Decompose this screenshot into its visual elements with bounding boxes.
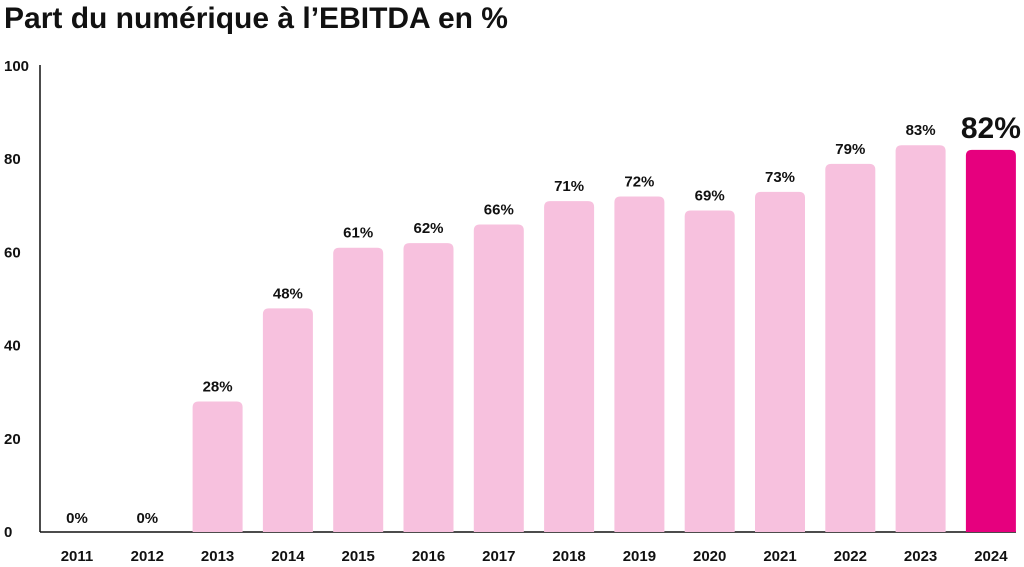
data-label-2014: 48% (273, 285, 303, 302)
x-tick-label-2011: 2011 (61, 548, 94, 565)
data-label-2023: 83% (906, 122, 936, 139)
x-tick-label-2021: 2021 (763, 548, 796, 565)
y-tick-label: 20 (4, 431, 21, 448)
bar-2022 (825, 163, 876, 533)
data-label-2015: 61% (343, 225, 373, 242)
bar-2017 (473, 224, 524, 532)
data-label-2011: 0% (66, 510, 88, 527)
y-tick-label: 80 (4, 151, 21, 168)
data-label-2012: 0% (136, 510, 158, 527)
x-tick-label-2020: 2020 (693, 548, 726, 565)
y-tick-label: 0 (4, 524, 12, 541)
data-label-2022: 79% (835, 141, 865, 158)
x-tick-label-2017: 2017 (482, 548, 515, 565)
data-label-2018: 71% (554, 178, 584, 195)
data-label-2016: 62% (413, 220, 443, 237)
bar-2018 (544, 201, 595, 532)
bar-2019 (614, 196, 665, 533)
bar-2014 (262, 308, 313, 532)
data-label-2017: 66% (484, 201, 514, 218)
x-tick-label-2014: 2014 (271, 548, 305, 565)
y-tick-label: 60 (4, 244, 21, 261)
bar-2021 (755, 191, 805, 532)
bar-2013 (192, 401, 243, 532)
x-tick-label-2022: 2022 (834, 548, 867, 565)
data-label-2019: 72% (624, 173, 654, 190)
x-tick-label-2018: 2018 (552, 548, 585, 565)
data-label-2020: 69% (695, 187, 725, 204)
x-tick-label-2013: 2013 (201, 548, 234, 565)
x-tick-label-2016: 2016 (412, 548, 445, 565)
bar-2024 (965, 149, 1016, 532)
x-tick-label-2023: 2023 (904, 548, 937, 565)
bar-2016 (403, 243, 454, 532)
chart-title: Part du numérique à l’EBITDA en % (4, 2, 508, 35)
bar-2020 (684, 210, 735, 532)
x-tick-label-2015: 2015 (342, 548, 375, 565)
y-tick-label: 40 (4, 338, 21, 355)
data-label-2024: 82% (961, 112, 1021, 145)
x-tick-label-2019: 2019 (623, 548, 656, 565)
bar-2015 (333, 247, 384, 533)
x-tick-label-2012: 2012 (131, 548, 164, 565)
bar-2023 (895, 145, 946, 532)
data-label-2013: 28% (203, 379, 233, 396)
data-label-2021: 73% (765, 169, 795, 186)
y-tick-label: 100 (4, 58, 29, 75)
x-tick-label-2024: 2024 (974, 548, 1008, 565)
